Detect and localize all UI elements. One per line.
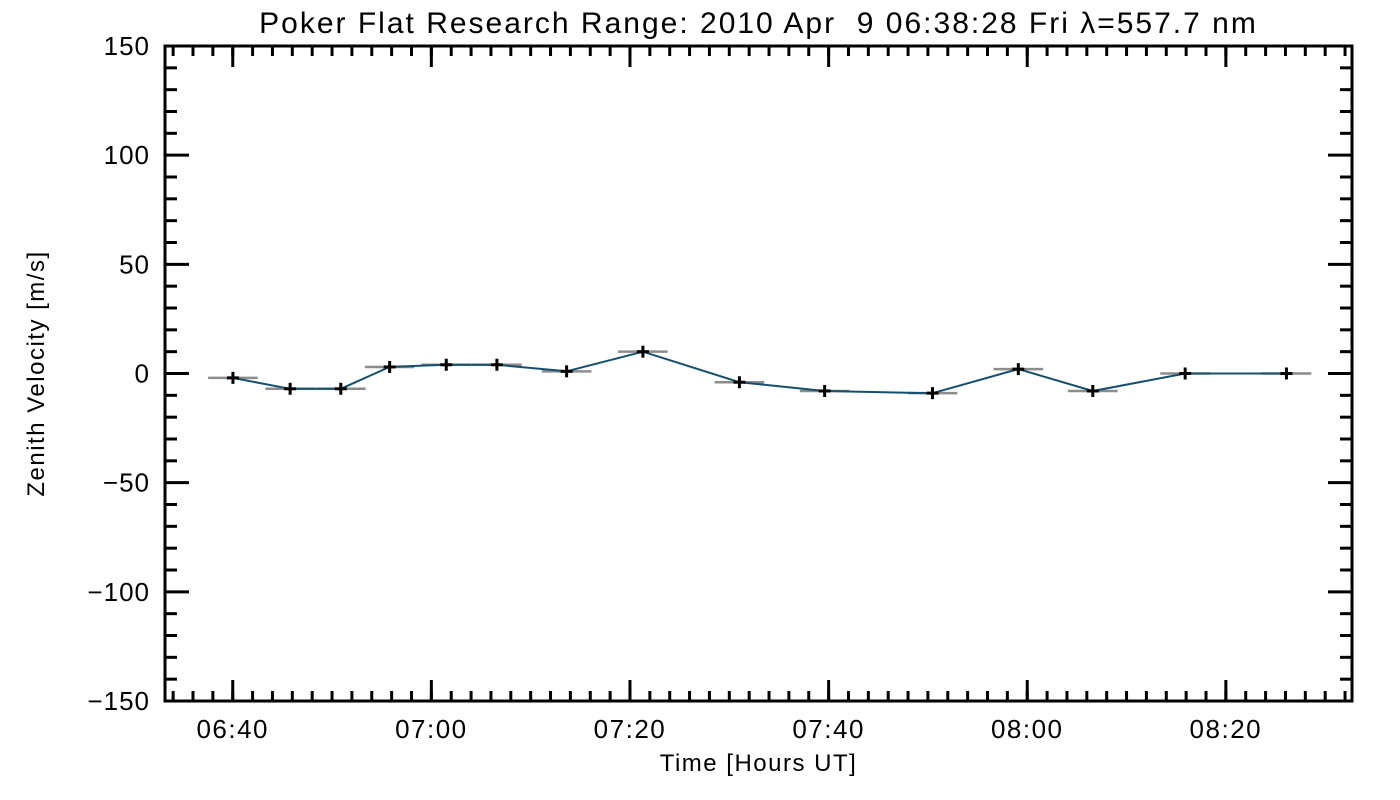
y-tick-label: 100 [104, 140, 150, 170]
x-tick-label: 08:20 [1190, 714, 1263, 744]
y-tick-label: −100 [87, 577, 150, 607]
y-tick-label: 150 [104, 31, 150, 61]
plot-frame [163, 44, 1354, 703]
y-tick-label: 0 [135, 359, 150, 389]
x-tick-label: 07:20 [594, 714, 667, 744]
x-tick-label: 08:00 [991, 714, 1064, 744]
chart-title: Poker Flat Research Range: 2010 Apr 9 06… [259, 7, 1258, 40]
x-tick-label: 07:00 [395, 714, 468, 744]
y-axis-label: Zenith Velocity [m/s] [23, 250, 50, 496]
x-axis-label: Time [Hours UT] [660, 750, 858, 777]
x-tick-label: 07:40 [792, 714, 865, 744]
y-tick-label: 50 [119, 249, 150, 279]
y-tick-label: −50 [103, 468, 150, 498]
x-tick-label: 06:40 [196, 714, 269, 744]
y-tick-label: −150 [87, 686, 150, 716]
